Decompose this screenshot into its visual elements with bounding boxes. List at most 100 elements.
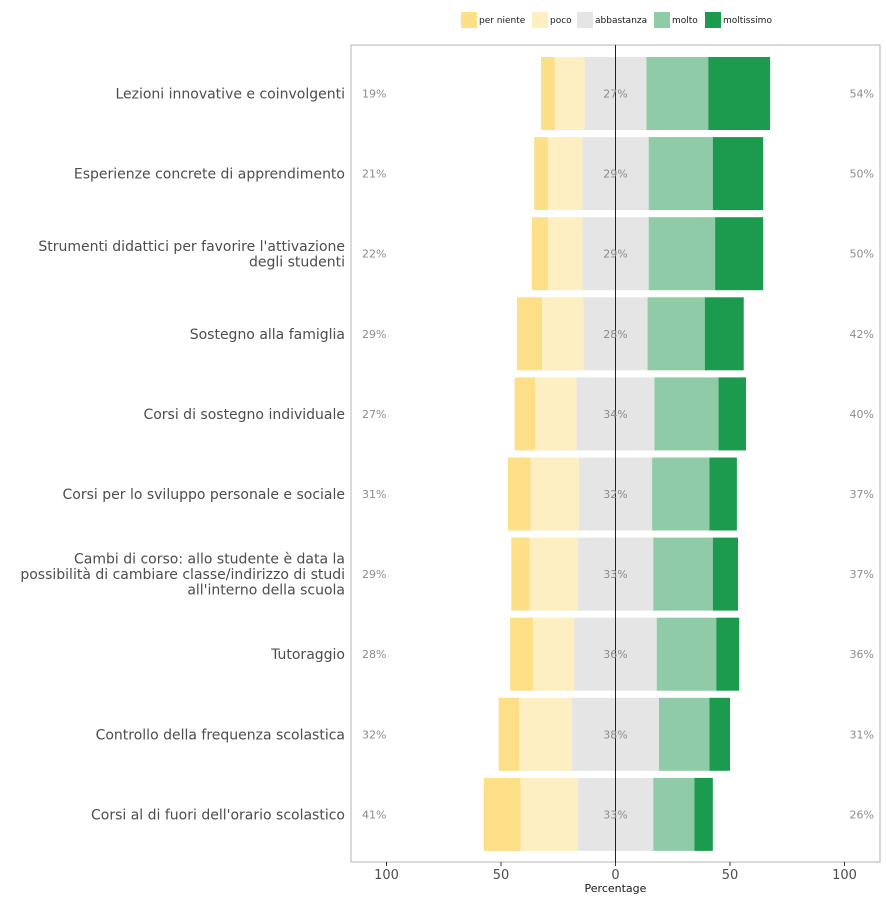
bar-poco-row-5: [535, 377, 577, 451]
x-tick-label: 50: [493, 868, 510, 883]
low-percent-label-row-4: 29%: [362, 328, 386, 341]
bar-per-niente-row-6: [507, 457, 531, 531]
low-percent-label-row-8: 28%: [362, 648, 386, 661]
bar-per-niente-row-1: [541, 57, 555, 130]
bar-molto-row-5: [654, 377, 719, 451]
legend-swatch-molto: [654, 12, 670, 28]
bar-moltissimo-row-2: [712, 137, 764, 211]
bar-poco-row-8: [533, 617, 575, 691]
bar-per-niente-row-10: [483, 777, 521, 851]
low-percent-label-row-10: 41%: [362, 808, 386, 821]
bar-poco-row-2: [547, 137, 583, 211]
bar-poco-row-7: [529, 537, 578, 611]
bar-moltissimo-row-5: [718, 377, 747, 451]
bar-molto-row-2: [648, 137, 713, 211]
bar-molto-row-10: [653, 777, 695, 851]
category-label-row-6: Corsi per lo sviluppo personale e social…: [63, 487, 345, 503]
neutral-percent-label-row-1: 27%: [603, 88, 627, 101]
legend-label-molto: molto: [672, 16, 698, 26]
bar-poco-row-1: [554, 57, 585, 130]
bar-moltissimo-row-6: [709, 457, 737, 531]
high-percent-label-row-9: 31%: [850, 728, 874, 741]
legend-label-per-niente: per niente: [479, 16, 526, 26]
x-tick-label: 50: [722, 868, 739, 883]
bar-per-niente-row-3: [531, 217, 548, 291]
high-percent-label-row-8: 36%: [850, 648, 874, 661]
category-label-row-3: Strumenti didattici per favorire l'attiv…: [38, 239, 345, 271]
bar-per-niente-row-9: [498, 697, 520, 771]
x-axis: 100 50 0 50 100: [374, 862, 857, 883]
category-label-row-4: Sostegno alla famiglia: [190, 327, 345, 343]
percent-labels: 19% 27% 54% 21% 29% 50% 22% 29% 50% 29% 28% 42% 27% 3…: [362, 88, 874, 822]
neutral-percent-label-row-5: 34%: [603, 408, 627, 421]
bar-per-niente-row-5: [514, 377, 536, 451]
legend-swatch-poco: [532, 12, 548, 28]
category-label-row-7: Cambi di corso: allo studente è data la p…: [20, 552, 345, 599]
bar-molto-row-9: [659, 697, 710, 771]
high-percent-label-row-5: 40%: [850, 408, 874, 421]
neutral-percent-label-row-9: 38%: [603, 728, 627, 741]
legend-label-poco: poco: [550, 16, 572, 26]
low-percent-label-row-5: 27%: [362, 408, 386, 421]
high-percent-label-row-7: 37%: [850, 568, 874, 581]
x-axis-title: Percentage: [585, 882, 647, 895]
neutral-percent-label-row-8: 36%: [603, 648, 627, 661]
bar-moltissimo-row-10: [694, 777, 713, 851]
bar-molto-row-6: [652, 457, 710, 531]
high-percent-label-row-4: 42%: [850, 328, 874, 341]
bar-moltissimo-row-8: [716, 617, 740, 691]
neutral-percent-label-row-2: 29%: [603, 168, 627, 181]
bar-per-niente-row-7: [511, 537, 530, 611]
category-label-row-2: Esperienze concrete di apprendimento: [74, 167, 345, 183]
neutral-percent-label-row-6: 32%: [603, 488, 627, 501]
legend-label-abbastanza: abbastanza: [595, 16, 647, 26]
high-percent-label-row-3: 50%: [850, 248, 874, 261]
high-percent-label-row-1: 54%: [850, 88, 874, 101]
bar-poco-row-9: [519, 697, 572, 771]
category-label-row-5: Corsi di sostegno individuale: [143, 407, 345, 423]
neutral-percent-label-row-7: 33%: [603, 568, 627, 581]
low-percent-label-row-6: 31%: [362, 488, 386, 501]
legend: per niente poco abbastanza molto moltissimo: [461, 12, 772, 28]
bar-molto-row-7: [653, 537, 713, 611]
high-percent-label-row-2: 50%: [850, 168, 874, 181]
bar-molto-row-1: [646, 57, 709, 130]
bar-moltissimo-row-4: [704, 297, 744, 371]
legend-swatch-abbastanza: [577, 12, 593, 28]
bar-moltissimo-row-9: [709, 697, 730, 771]
category-label-row-1: Lezioni innovative e coinvolgenti: [115, 87, 345, 103]
x-tick-label: 100: [374, 868, 399, 883]
bar-poco-row-4: [542, 297, 584, 371]
low-percent-label-row-9: 32%: [362, 728, 386, 741]
legend-swatch-moltissimo: [705, 12, 721, 28]
bar-molto-row-3: [648, 217, 716, 291]
category-label-row-9: Controllo della frequenza scolastica: [96, 727, 345, 743]
bar-per-niente-row-4: [517, 297, 543, 371]
category-labels: Lezioni innovative e coinvolgenti Esperie…: [20, 87, 345, 824]
bar-poco-row-10: [520, 777, 578, 851]
bars-layer: [483, 57, 771, 851]
legend-label-moltissimo: moltissimo: [723, 16, 772, 26]
low-percent-label-row-3: 22%: [362, 248, 386, 261]
low-percent-label-row-7: 29%: [362, 568, 386, 581]
low-percent-label-row-2: 21%: [362, 168, 386, 181]
bar-per-niente-row-2: [534, 137, 548, 211]
neutral-percent-label-row-3: 29%: [603, 248, 627, 261]
x-tick-label: 100: [832, 868, 857, 883]
category-label-row-10: Corsi al di fuori dell'orario scolastico: [91, 807, 345, 823]
neutral-percent-label-row-4: 28%: [603, 328, 627, 341]
x-tick-label: 0: [611, 868, 619, 883]
bar-poco-row-3: [547, 217, 583, 291]
high-percent-label-row-10: 26%: [850, 808, 874, 821]
bar-molto-row-8: [656, 617, 717, 691]
low-percent-label-row-1: 19%: [362, 88, 386, 101]
legend-swatch-per-niente: [461, 12, 477, 28]
category-label-row-8: Tutoraggio: [270, 647, 345, 663]
bar-molto-row-4: [647, 297, 705, 371]
bar-moltissimo-row-1: [708, 57, 771, 130]
bar-poco-row-6: [530, 457, 579, 531]
bar-moltissimo-row-7: [712, 537, 739, 611]
neutral-percent-label-row-10: 33%: [603, 808, 627, 821]
bar-per-niente-row-8: [510, 617, 534, 691]
